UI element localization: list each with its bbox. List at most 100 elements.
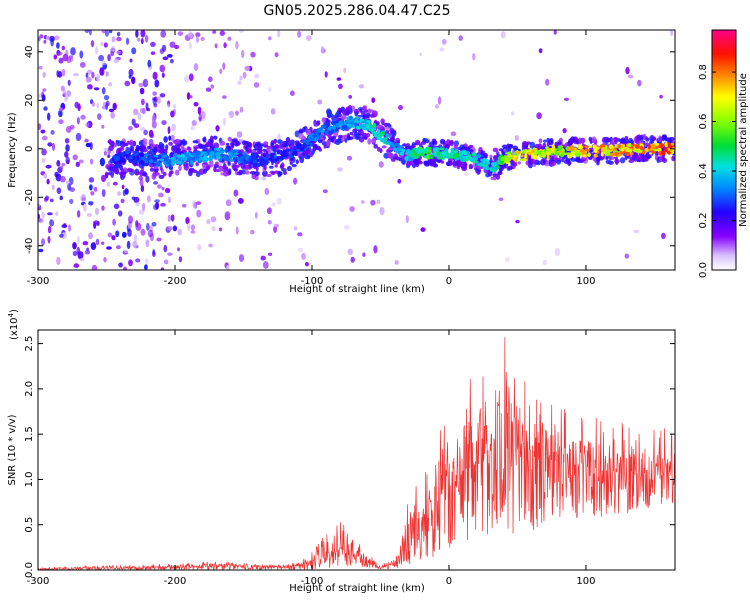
spectrogram-ridge-cell: [346, 123, 352, 128]
spectrogram-ridge-cell: [624, 150, 631, 157]
spectrogram-ridge-cell: [609, 144, 613, 149]
spectrogram-ridge-cell: [473, 160, 478, 163]
spectrogram-ridge-cell: [166, 161, 171, 165]
spectrogram-noise-cell: [563, 97, 570, 102]
spectrogram-halo-cell: [445, 161, 451, 167]
spectrogram-ridge-cell: [240, 158, 244, 164]
spectrogram-noise-cell: [40, 129, 46, 134]
spectrogram-noise-cell: [76, 117, 80, 125]
spectrogram-halo-cell: [493, 155, 497, 160]
spectrogram-halo-cell: [628, 159, 635, 163]
spectrogram-halo-cell: [180, 145, 185, 150]
spectrogram-noise-cell: [128, 68, 134, 77]
spectrogram-halo-cell: [591, 136, 597, 143]
spectrogram-halo-cell: [213, 163, 219, 169]
spectrogram-noise-cell: [43, 106, 48, 111]
spectrogram-noise-cell: [117, 191, 121, 197]
spectrogram-noise-cell: [110, 111, 116, 119]
spectrogram-noise-cell: [225, 199, 232, 207]
spectrogram-noise-cell: [553, 30, 557, 35]
spectrogram-halo-cell: [371, 138, 377, 144]
spectrogram-noise-cell: [344, 225, 350, 230]
spectrogram-y-tick-label: 20: [24, 94, 35, 107]
spectrogram-halo-cell: [227, 161, 231, 166]
spectrogram-halo-cell: [346, 106, 350, 111]
spectrogram-ridge-cell: [644, 148, 649, 152]
spectrogram-noise-cell: [133, 108, 139, 116]
spectrogram-noise-cell: [349, 206, 355, 212]
spectrogram-ridge-cell: [467, 157, 471, 161]
spectrogram-halo-cell: [219, 140, 226, 146]
spectrogram-noise-cell: [90, 191, 95, 196]
spectrogram-halo-cell: [266, 173, 272, 178]
spectrogram-noise-cell: [90, 158, 94, 165]
spectrogram-noise-cell: [58, 119, 64, 125]
spectrogram-noise-cell: [72, 242, 77, 250]
spectrogram-halo-cell: [150, 145, 154, 150]
spectrogram-noise-cell: [214, 43, 218, 49]
spectrogram-ridge-cell: [522, 149, 526, 154]
spectrogram-ridge-cell: [129, 156, 133, 160]
spectrogram-noise-cell: [169, 41, 176, 48]
spectrogram-noise-cell: [156, 237, 162, 242]
spectrogram-ridge-cell: [628, 142, 632, 148]
spectrogram-noise-cell: [50, 130, 55, 135]
spectrogram-ridge-cell: [413, 156, 418, 159]
spectrogram-halo-cell: [538, 138, 543, 144]
spectrogram-ridge-cell: [176, 161, 182, 165]
spectrogram-noise-cell: [47, 236, 51, 244]
spectrogram-noise-cell: [80, 114, 86, 120]
spectrogram-noise-cell: [64, 151, 69, 158]
spectrogram-halo-cell: [561, 158, 565, 163]
spectrogram-ridge-cell: [541, 152, 547, 158]
spectrogram-noise-cell: [75, 132, 82, 142]
spectrogram-noise-cell: [177, 228, 182, 236]
spectrogram-halo-cell: [271, 140, 277, 145]
spectrogram-ridge-cell: [582, 154, 586, 157]
spectrogram-halo-cell: [444, 144, 450, 150]
spectrogram-noise-cell: [113, 59, 120, 63]
spectrogram-noise-cell: [129, 58, 133, 63]
spectrogram-ridge-cell: [120, 160, 125, 163]
spectrogram-ridge-cell: [593, 153, 598, 158]
spectrogram-noise-cell: [89, 184, 93, 191]
spectrogram-ridge-cell: [253, 159, 257, 164]
spectrogram-noise-cell: [139, 126, 146, 131]
spectrogram-noise-cell: [338, 83, 343, 90]
spectrogram-noise-cell: [43, 39, 47, 44]
spectrogram-halo-cell: [354, 111, 359, 117]
spectrogram-halo-cell: [231, 138, 238, 143]
spectrogram-halo-cell: [459, 144, 465, 149]
spectrogram-halo-cell: [312, 144, 318, 148]
spectrogram-noise-cell: [79, 50, 84, 59]
spectrogram-noise-cell: [394, 260, 399, 265]
spectrogram-ridge-cell: [217, 156, 220, 160]
spectrogram-noise-cell: [95, 207, 99, 216]
spectrogram-noise-cell: [56, 187, 62, 194]
spectrogram-halo-cell: [119, 164, 123, 171]
spectrogram-noise-cell: [187, 31, 193, 38]
spectrogram-ridge-cell: [429, 154, 434, 160]
spectrogram-ridge-cell: [489, 167, 493, 172]
spectrogram-halo-cell: [666, 137, 672, 144]
spectrogram-noise-cell: [91, 264, 98, 270]
spectrogram-noise-cell: [206, 219, 211, 225]
spectrogram-noise-cell: [62, 89, 67, 96]
spectrogram-noise-cell: [140, 38, 144, 45]
spectrogram-halo-cell: [642, 133, 647, 140]
spectrogram-noise-cell: [47, 225, 52, 234]
spectrogram-noise-cell: [135, 202, 141, 207]
spectrogram-noise-cell: [151, 114, 156, 124]
spectrogram-noise-cell: [277, 30, 281, 38]
snr-y-tick-label: 2.5: [24, 336, 35, 352]
spectrogram-noise-cell: [107, 232, 113, 238]
spectrogram-halo-cell: [367, 108, 371, 115]
spectrogram-halo-cell: [436, 158, 442, 164]
spectrogram-noise-cell: [44, 195, 50, 201]
spectrogram-noise-cell: [350, 256, 355, 263]
spectrogram-halo-cell: [489, 154, 493, 159]
spectrogram-halo-cell: [236, 171, 243, 176]
spectrogram-ridge-cell: [226, 157, 230, 162]
spectrogram-noise-cell: [268, 252, 273, 256]
spectrogram-halo-cell: [402, 143, 407, 147]
